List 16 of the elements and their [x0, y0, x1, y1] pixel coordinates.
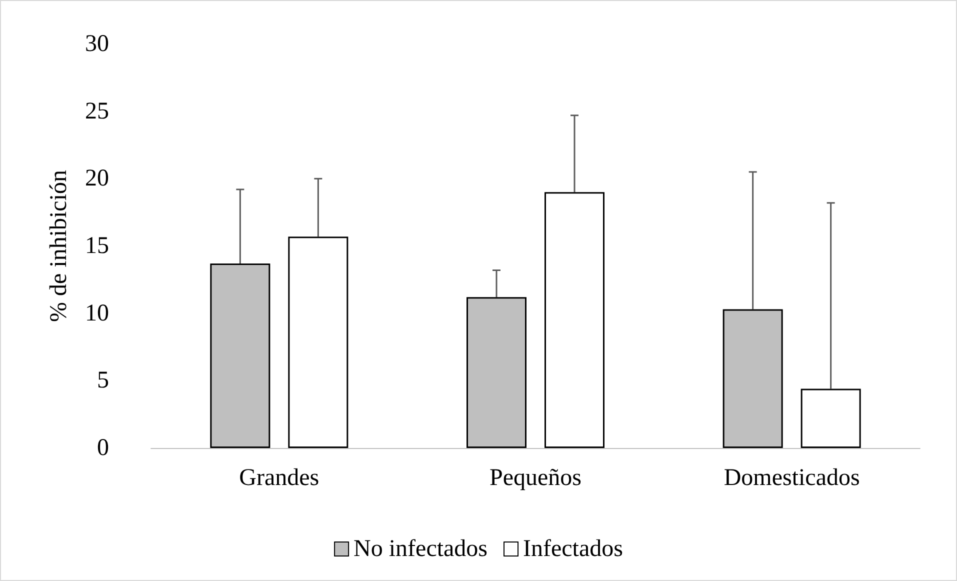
y-tick-label: 20 — [85, 166, 109, 192]
legend-label: No infectados — [354, 536, 488, 562]
x-tick-label: Pequeños — [490, 465, 582, 491]
x-tick-label: Domesticados — [724, 465, 860, 491]
y-tick-label: 30 — [85, 31, 109, 57]
bar — [800, 388, 861, 448]
legend-label: Infectados — [523, 536, 623, 562]
y-tick-label: 15 — [85, 233, 109, 259]
bar — [544, 192, 604, 448]
y-tick-label: 10 — [85, 300, 109, 326]
y-tick-label: 25 — [85, 98, 109, 124]
y-tick-label: 0 — [97, 435, 109, 461]
y-axis-title: % de inhibición — [46, 170, 72, 322]
y-tick-label: 5 — [97, 368, 109, 394]
bar — [288, 236, 348, 448]
x-tick-label: Grandes — [239, 465, 320, 491]
